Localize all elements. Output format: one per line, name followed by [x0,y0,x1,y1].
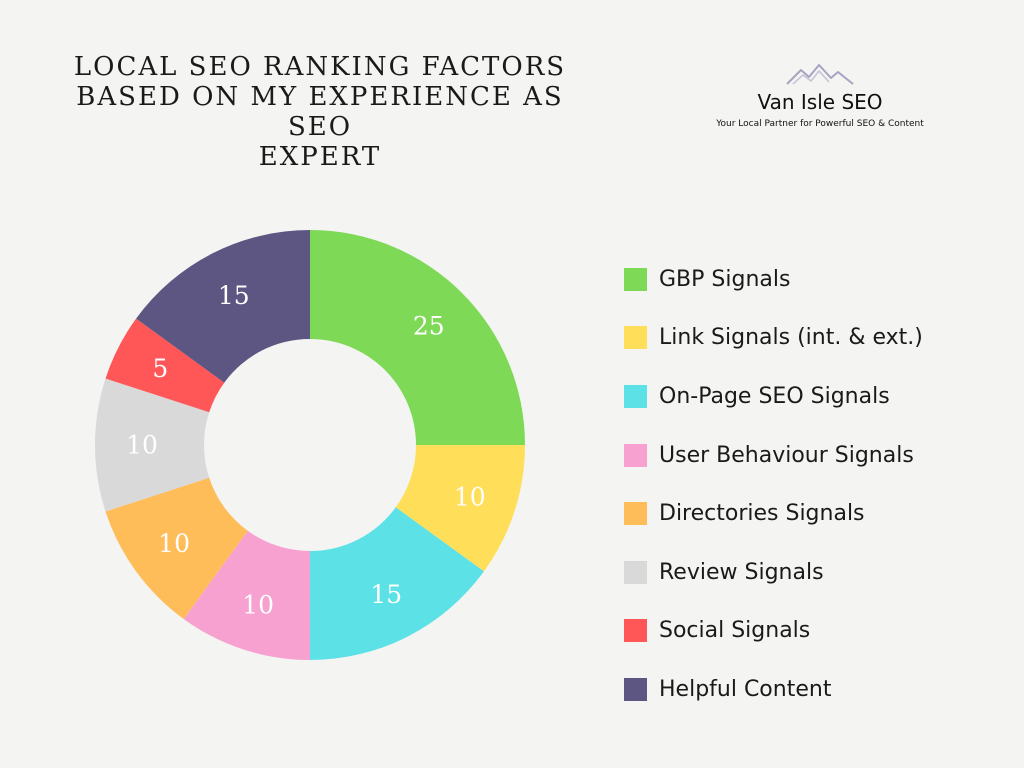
donut-slice-1 [310,230,525,445]
donut-slice-8 [136,230,310,383]
legend-swatch [624,619,647,643]
mountain-logo-icon [786,64,854,85]
legend-item: GBP Signals [624,250,923,309]
data-label-4: 10 [242,590,274,619]
legend-swatch [624,326,647,350]
data-label-5: 10 [158,529,190,558]
legend-item: On-Page SEO Signals [624,367,923,426]
legend-swatch [624,560,647,584]
legend-item: Review Signals [624,543,923,602]
legend-label: Review Signals [659,559,824,585]
legend-item: Social Signals [624,602,923,661]
data-label-7: 5 [152,354,168,383]
donut-chart: 25 10 15 10 10 10 5 15 [95,230,525,660]
brand-name: Van Isle SEO [757,90,883,114]
donut-slice-4 [183,530,310,660]
legend-label: Helpful Content [659,676,832,702]
title-line-1: LOCAL SEO RANKING FACTORS [73,52,567,82]
legend-swatch [624,267,647,291]
data-label-8: 15 [218,281,250,310]
chart-title: LOCAL SEO RANKING FACTORS BASED ON MY EX… [40,52,600,172]
legend-swatch [624,443,647,467]
chart-legend: GBP Signals Link Signals (int. & ext.) On-… [624,250,923,719]
legend-swatch [624,502,647,526]
data-label-2: 10 [454,482,486,511]
legend-label: User Behaviour Signals [659,442,914,468]
donut-slice-2 [395,445,525,572]
legend-label: GBP Signals [659,266,791,292]
legend-label: Directories Signals [659,501,865,527]
donut-slice-3 [310,507,484,660]
legend-label: On-Page SEO Signals [659,383,890,409]
brand-tagline: Your Local Partner for Powerful SEO & Co… [716,119,924,129]
data-label-6: 10 [126,431,158,460]
data-label-1: 25 [413,312,445,341]
legend-item: User Behaviour Signals [624,426,923,485]
donut-slice-5 [105,477,248,619]
donut-slice-6 [95,378,210,512]
data-label-3: 15 [370,580,402,609]
legend-label: Link Signals (int. & ext.) [659,325,923,351]
title-line-2: BASED ON MY EXPERIENCE AS SEO [76,82,564,142]
title-line-3: EXPERT [258,142,382,172]
legend-label: Social Signals [659,618,811,644]
legend-item: Directories Signals [624,484,923,543]
donut-slice-7 [105,318,225,413]
legend-swatch [624,384,647,408]
legend-swatch [624,677,647,701]
brand-block: Van Isle SEO Your Local Partner for Powe… [700,60,940,129]
legend-item: Link Signals (int. & ext.) [624,309,923,368]
legend-item: Helpful Content [624,660,923,719]
